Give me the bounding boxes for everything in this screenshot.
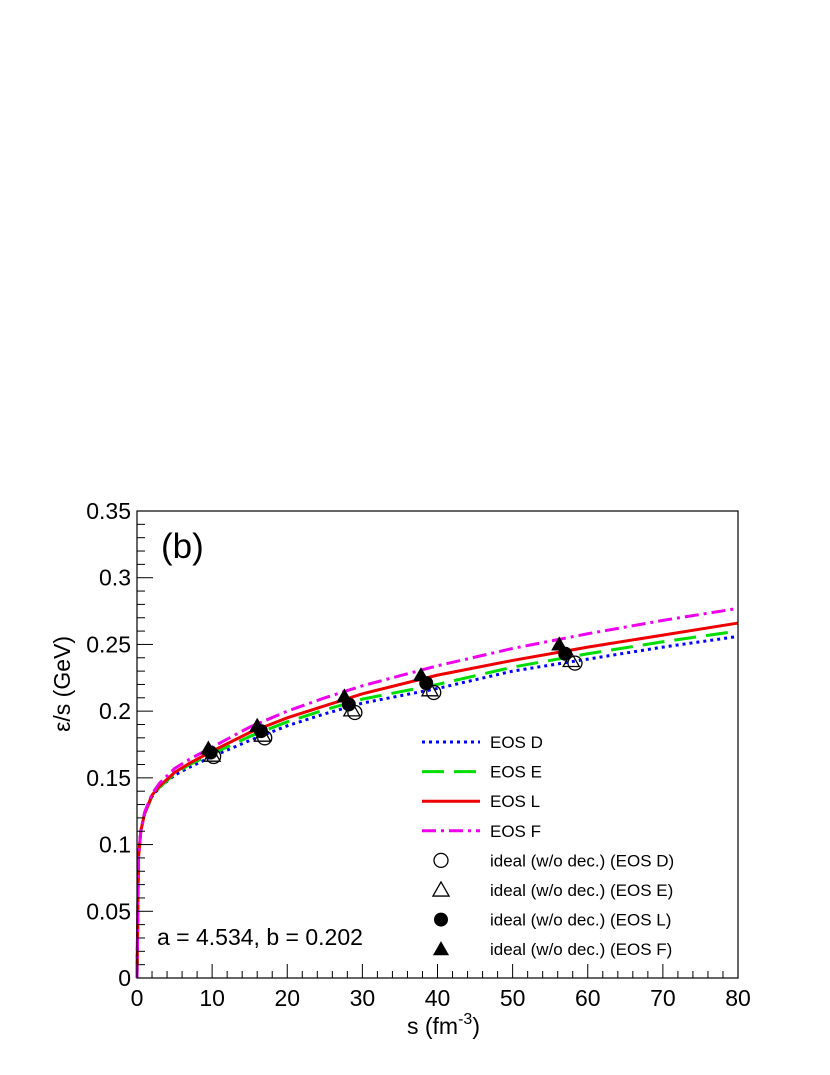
x-tick-label: 0 — [131, 985, 144, 1011]
y-tick-label: 0.15 — [86, 765, 131, 791]
x-axis-title-tail: ) — [472, 1013, 480, 1039]
x-tick-label: 20 — [274, 985, 300, 1011]
axis-tick-labels: 0 10 20 30 40 50 60 70 80 0 0.05 0.1 0.15 0.2 0.25 0.3 0… — [86, 498, 751, 1011]
x-tick-label: 30 — [350, 985, 376, 1011]
legend-label-6: ideal (w/o dec.) (EOS L) — [490, 911, 671, 930]
x-axis-title-sup: -3 — [458, 1011, 472, 1028]
x-tick-label: 70 — [650, 985, 676, 1011]
plot-markers — [200, 636, 583, 765]
axis-ticks — [136, 510, 739, 979]
x-axis-title-main: s (fm — [407, 1013, 458, 1039]
parameter-annotation: a = 4.534, b = 0.202 — [157, 924, 363, 950]
legend-label-4: ideal (w/o dec.) (EOS D) — [490, 851, 674, 870]
legend-label-7: ideal (w/o dec.) (EOS F) — [490, 940, 672, 959]
x-tick-label: 80 — [725, 985, 751, 1011]
x-tick-label: 50 — [500, 985, 526, 1011]
legend-label-3: EOS F — [490, 822, 541, 841]
legend-marker-7 — [432, 941, 450, 956]
x-tick-label: 40 — [425, 985, 451, 1011]
y-tick-label: 0.3 — [99, 565, 131, 591]
y-tick-label: 0.05 — [86, 898, 131, 924]
legend-marker-4 — [433, 852, 449, 869]
y-tick-label: 0.1 — [99, 832, 131, 858]
legend-marker-5 — [431, 880, 451, 897]
legend: EOS D EOS E EOS L EOS F ideal (w/o dec.) (EO… — [422, 733, 674, 959]
data-point-3-0 — [200, 740, 217, 755]
legend-label-5: ideal (w/o dec.) (EOS E) — [490, 881, 673, 900]
x-tick-label: 10 — [199, 985, 225, 1011]
series-line-2 — [135, 621, 739, 979]
legend-label-2: EOS L — [490, 792, 540, 811]
plot-lines — [135, 606, 739, 979]
y-tick-label: 0 — [118, 965, 131, 991]
x-axis-title: s (fm-3) — [407, 1011, 480, 1039]
data-point-3-4 — [551, 636, 568, 651]
series-line-3 — [135, 606, 739, 979]
y-tick-label: 0.2 — [99, 698, 131, 724]
data-point-3-3 — [412, 667, 430, 682]
y-tick-label: 0.25 — [86, 631, 131, 657]
data-point-3-2 — [336, 688, 353, 703]
data-point-0-3 — [426, 684, 442, 701]
data-point-0-4 — [567, 655, 583, 671]
y-tick-label: 0.35 — [86, 498, 131, 524]
y-axis-title: ε/s (GeV) — [49, 636, 75, 732]
legend-marker-6 — [434, 912, 448, 927]
x-tick-label: 60 — [575, 985, 601, 1011]
legend-label-1: EOS E — [490, 763, 542, 782]
data-point-3-1 — [249, 717, 266, 732]
legend-label-0: EOS D — [490, 733, 543, 752]
panel-label: (b) — [161, 527, 204, 566]
